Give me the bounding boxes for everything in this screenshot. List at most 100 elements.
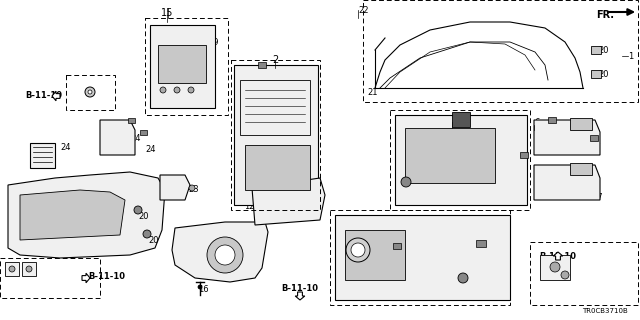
Bar	[231, 60, 320, 210]
Text: 16: 16	[198, 285, 209, 294]
Text: 7: 7	[171, 183, 177, 192]
Text: 24: 24	[475, 152, 486, 161]
Polygon shape	[82, 273, 90, 283]
Bar	[570, 118, 592, 130]
Circle shape	[188, 87, 194, 93]
Polygon shape	[52, 91, 60, 101]
Polygon shape	[252, 178, 325, 225]
Text: 19: 19	[208, 38, 218, 47]
Circle shape	[189, 185, 195, 191]
Bar	[476, 240, 486, 247]
Bar	[405, 128, 495, 183]
Text: 22: 22	[248, 190, 259, 199]
Bar	[245, 145, 310, 190]
Text: 21: 21	[378, 248, 388, 257]
Bar	[5, 262, 19, 276]
Bar	[390, 110, 530, 210]
Text: B-11-10: B-11-10	[88, 272, 125, 281]
Text: 21: 21	[367, 88, 378, 97]
Polygon shape	[234, 65, 318, 205]
Circle shape	[351, 243, 365, 257]
Text: 14: 14	[452, 116, 463, 125]
Bar	[520, 152, 528, 158]
Polygon shape	[534, 165, 600, 200]
Circle shape	[561, 271, 569, 279]
Bar	[258, 62, 266, 68]
Text: 20: 20	[185, 35, 195, 44]
Bar	[66, 75, 115, 110]
Polygon shape	[553, 252, 563, 260]
Polygon shape	[534, 120, 600, 155]
Text: 19: 19	[285, 82, 296, 91]
Text: 19: 19	[430, 158, 440, 167]
Text: 25: 25	[475, 242, 486, 251]
Polygon shape	[295, 292, 305, 300]
Text: 22: 22	[378, 278, 388, 287]
Text: 17: 17	[592, 193, 603, 202]
Circle shape	[143, 230, 151, 238]
Circle shape	[198, 285, 202, 289]
Circle shape	[88, 90, 92, 94]
Polygon shape	[395, 115, 527, 205]
Text: 2: 2	[272, 55, 278, 65]
Polygon shape	[172, 222, 268, 282]
Text: 20: 20	[598, 46, 609, 55]
Circle shape	[174, 87, 180, 93]
Text: 24: 24	[145, 145, 156, 154]
Circle shape	[85, 87, 95, 97]
Bar	[548, 117, 556, 123]
Circle shape	[458, 273, 468, 283]
Bar	[393, 243, 401, 249]
Text: 20: 20	[463, 272, 474, 281]
Bar	[145, 18, 228, 115]
Bar	[128, 118, 135, 123]
Text: B-11-10: B-11-10	[282, 284, 319, 293]
Circle shape	[550, 262, 560, 272]
Text: 20: 20	[260, 65, 271, 74]
Bar	[452, 112, 470, 127]
Circle shape	[401, 177, 411, 187]
Polygon shape	[160, 175, 190, 200]
Circle shape	[26, 266, 32, 272]
Bar	[590, 135, 598, 141]
Bar	[363, 0, 638, 102]
Bar	[140, 130, 147, 135]
Bar	[591, 70, 601, 78]
Bar	[0, 258, 100, 298]
Circle shape	[207, 237, 243, 273]
Polygon shape	[8, 172, 165, 258]
Text: 22: 22	[358, 6, 369, 15]
Text: TR0CB3710B: TR0CB3710B	[582, 308, 628, 314]
Text: 23: 23	[188, 185, 198, 194]
Bar	[570, 163, 592, 175]
Polygon shape	[335, 215, 510, 300]
Text: 10: 10	[75, 210, 86, 219]
Polygon shape	[100, 120, 135, 155]
Text: 3: 3	[540, 175, 545, 184]
Text: 6: 6	[534, 118, 540, 127]
Text: 17: 17	[538, 193, 548, 202]
Bar	[591, 46, 601, 54]
Circle shape	[9, 266, 15, 272]
Text: B-11-10: B-11-10	[25, 91, 62, 100]
Text: 11: 11	[446, 217, 456, 226]
Polygon shape	[20, 190, 125, 240]
Bar	[158, 45, 206, 83]
Polygon shape	[150, 25, 215, 108]
Text: 24: 24	[130, 134, 141, 143]
Text: 24: 24	[590, 138, 600, 147]
Bar	[240, 80, 310, 135]
Bar	[345, 230, 405, 280]
Text: 5: 5	[568, 127, 573, 136]
Text: 8: 8	[115, 127, 120, 136]
Text: FR.: FR.	[596, 10, 614, 20]
Text: 15: 15	[161, 8, 173, 18]
Text: 20: 20	[414, 182, 424, 191]
Text: 12: 12	[244, 202, 255, 211]
Text: 18: 18	[397, 244, 408, 253]
Circle shape	[215, 245, 235, 265]
Text: 1: 1	[628, 52, 633, 61]
Text: 13: 13	[185, 264, 196, 273]
Bar	[22, 262, 36, 276]
Text: 20: 20	[598, 70, 609, 79]
